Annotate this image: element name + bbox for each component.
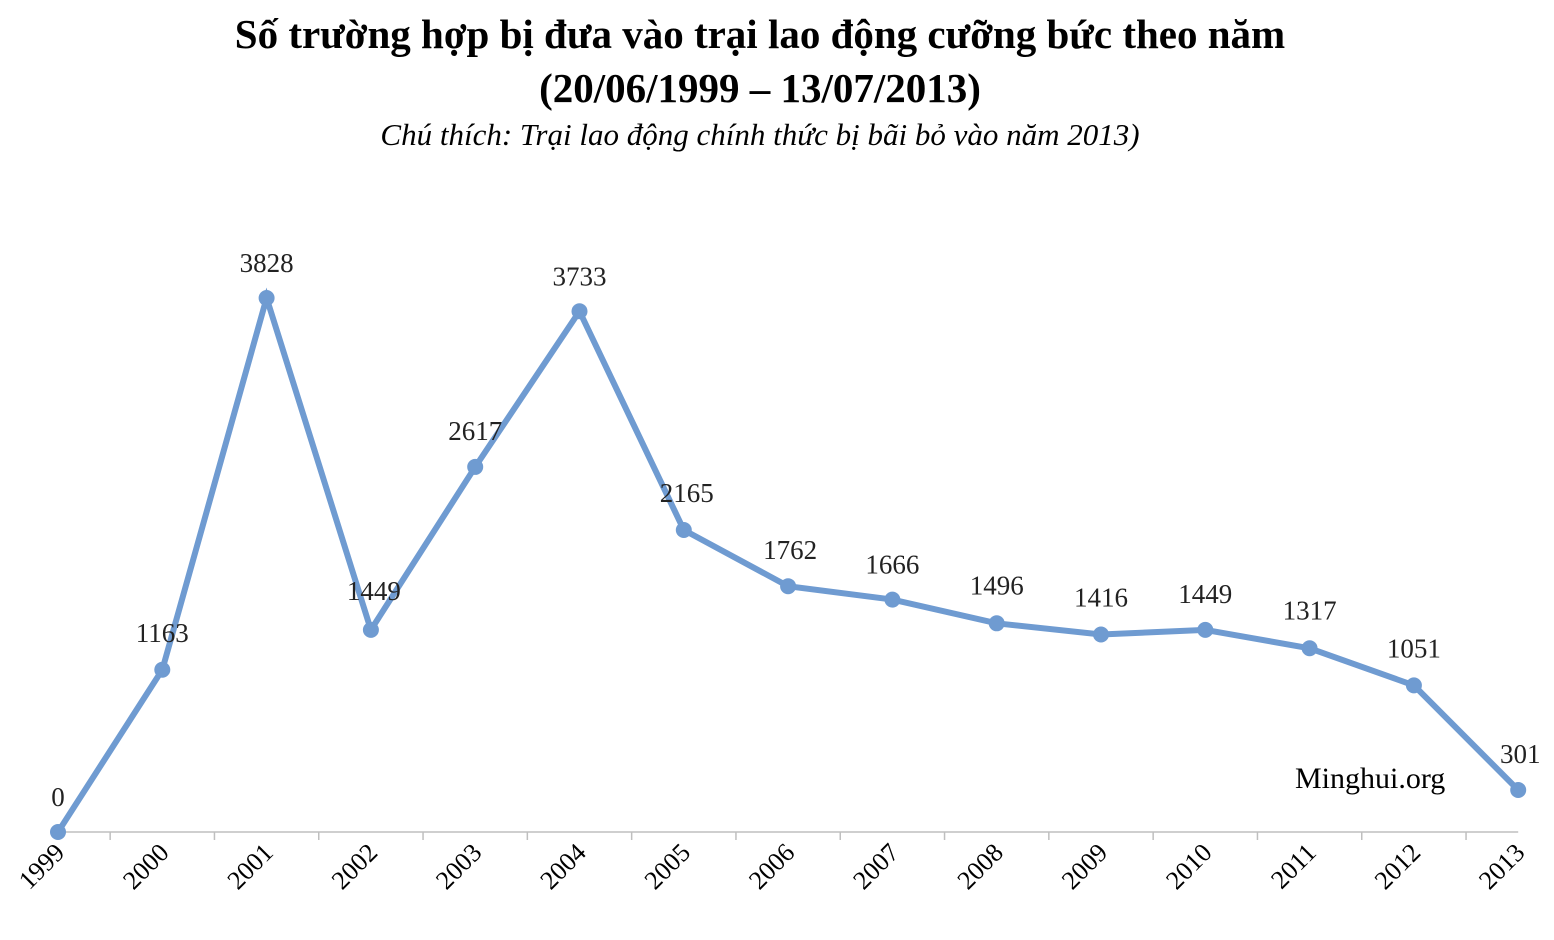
- watermark-text: Minghui.org: [1295, 762, 1445, 795]
- x-tick-label-2011: 2011: [1265, 838, 1322, 895]
- data-label-2005: 2165: [660, 478, 714, 508]
- data-point-2007: [884, 591, 901, 608]
- chart-date-range: (20/06/1999 – 13/07/2013): [539, 65, 981, 111]
- data-points: [50, 290, 1527, 840]
- x-tick-label-2005: 2005: [639, 838, 696, 895]
- chart-title: Số trường hợp bị đưa vào trại lao động c…: [234, 11, 1286, 57]
- data-label-2013: 301: [1500, 739, 1541, 769]
- data-label-2007: 1666: [865, 550, 919, 580]
- data-point-2012: [1405, 677, 1422, 694]
- data-point-2000: [154, 661, 171, 678]
- data-label-2009: 1416: [1074, 582, 1128, 612]
- x-tick-label-1999: 1999: [13, 838, 70, 895]
- x-tick-label-2004: 2004: [534, 838, 591, 895]
- x-tick-label-2002: 2002: [326, 838, 383, 895]
- x-tick-label-2010: 2010: [1160, 838, 1217, 895]
- x-tick-label-2012: 2012: [1369, 838, 1426, 895]
- data-point-2001: [258, 290, 275, 306]
- data-point-2011: [1301, 640, 1318, 657]
- data-point-2009: [1093, 626, 1109, 643]
- x-tick-label-2013: 2013: [1473, 838, 1530, 895]
- data-point-2010: [1197, 621, 1214, 638]
- data-point-2006: [780, 578, 797, 595]
- data-label-2008: 1496: [970, 570, 1024, 600]
- data-label-2011: 1317: [1283, 595, 1337, 625]
- x-tick-label-2007: 2007: [847, 838, 904, 895]
- data-label-2004: 3733: [553, 261, 607, 291]
- data-point-1999: [50, 824, 66, 840]
- data-point-2002: [362, 621, 379, 638]
- x-tick-label-2009: 2009: [1056, 838, 1113, 895]
- data-label-2006: 1762: [763, 535, 817, 565]
- data-label-2012: 1051: [1387, 633, 1441, 663]
- data-label-2003: 2617: [448, 416, 502, 446]
- data-point-2003: [467, 458, 484, 475]
- data-label-2002: 1449: [347, 576, 401, 606]
- x-tick-label-2003: 2003: [430, 838, 487, 895]
- data-labels: 0 1163 3828 1449 2617 3733 2165 1762 1666 1496 141…: [51, 248, 1540, 812]
- x-tick-label-2000: 2000: [117, 838, 174, 895]
- data-label-2001: 3828: [240, 248, 294, 278]
- data-label-2010: 1449: [1178, 579, 1232, 609]
- x-axis-ticks: [109, 832, 1467, 840]
- data-point-2005: [675, 521, 692, 538]
- data-label-2000: 1163: [136, 618, 189, 648]
- data-point-2004: [571, 303, 588, 320]
- chart-note: Chú thích: Trại lao động chính thức bị b…: [380, 117, 1140, 152]
- x-tick-label-2006: 2006: [743, 838, 800, 895]
- data-point-2013: [1510, 782, 1527, 799]
- x-tick-label-2001: 2001: [222, 838, 279, 895]
- data-point-2008: [988, 615, 1005, 632]
- x-axis-labels: 1999 2000 2001 2002 2003 2004 2005 2006 2007 2008…: [13, 838, 1530, 895]
- x-tick-label-2008: 2008: [952, 838, 1009, 895]
- data-label-1999: 0: [51, 782, 65, 812]
